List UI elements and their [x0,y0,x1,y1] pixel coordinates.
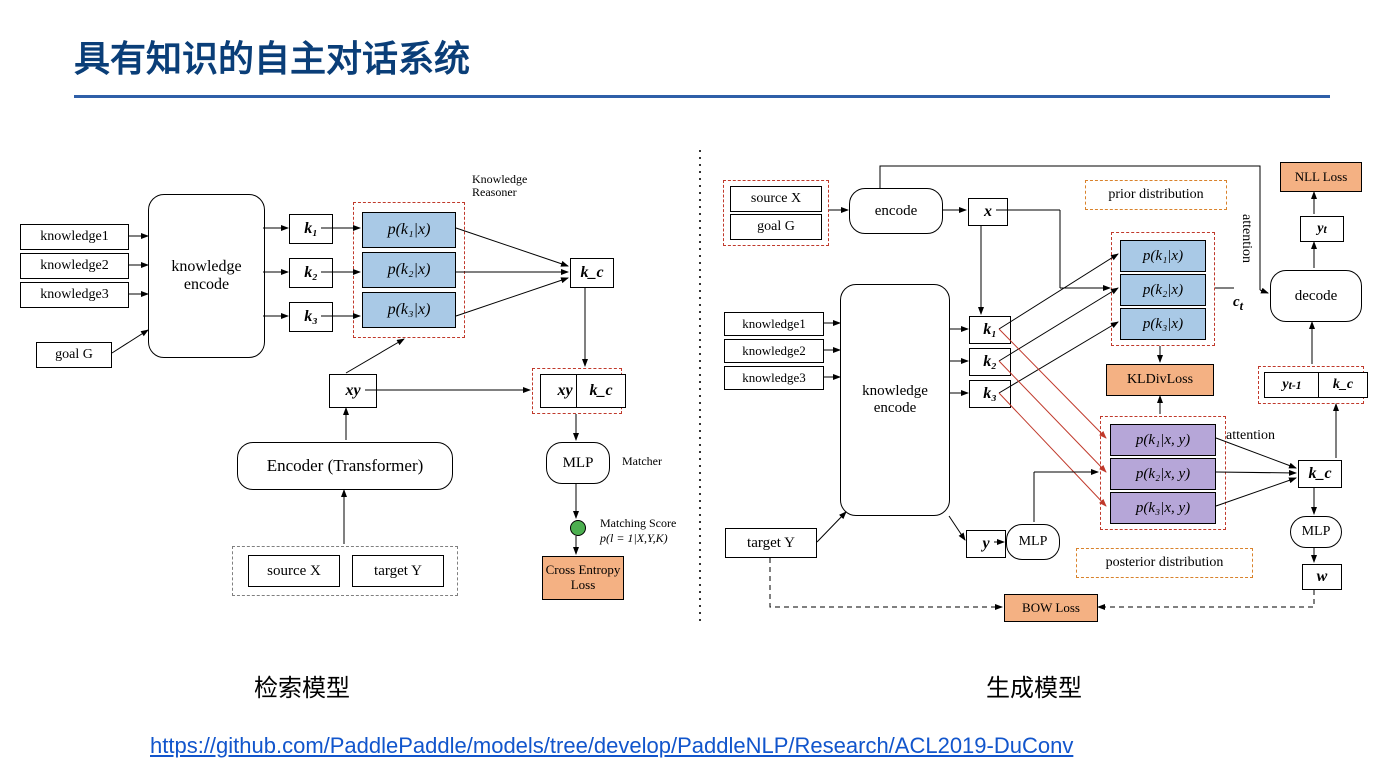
r-pprior3: p(k₃|x) [1120,308,1206,340]
left-knowledge2: knowledge2 [20,253,129,279]
r-bow: BOW Loss [1004,594,1098,622]
left-k2: k₂ [289,258,333,288]
title-underline [74,95,1330,98]
left-k3: k₃ [289,302,333,332]
left-target: target Y [352,555,444,587]
r-ct: ct [1233,294,1243,314]
r-post-label: posterior distribution [1076,548,1253,578]
left-caption: 检索模型 [254,668,350,703]
left-p1: p(k₁|x) [362,212,456,248]
r-kencode: knowledge encode [840,284,950,516]
left-source: source X [248,555,340,587]
r-att-h: attention [1226,428,1275,444]
left-matchscore2: p(l = 1|X,Y,K) [600,531,668,546]
left-loss: Cross Entropy Loss [542,556,624,600]
r-decode: decode [1270,270,1362,322]
left-xy: xy [329,374,377,408]
r-prior-label: prior distribution [1085,180,1227,210]
left-k1: k₁ [289,214,333,244]
left-kc: k_c [570,258,614,288]
left-knowledge-encode: knowledge encode [148,194,265,358]
slide-stage: 具有知识的自主对话系统 检索模型 生成模型 https://github.com… [0,0,1400,781]
left-p3: p(k₃|x) [362,292,456,328]
r-yt: yt [1300,216,1344,242]
r-nll: NLL Loss [1280,162,1362,192]
left-mlp: MLP [546,442,610,484]
r-kc: k_c [1298,460,1342,488]
r-wbox: w [1302,564,1342,590]
left-green-dot [570,520,586,536]
r-pprior1: p(k₁|x) [1120,240,1206,272]
r-att-v: attention [1238,214,1254,263]
github-link[interactable]: https://github.com/PaddlePaddle/models/t… [150,733,1073,759]
left-p2: p(k₂|x) [362,252,456,288]
r-goal: goal G [730,214,822,240]
r-ybox: y [966,530,1006,558]
page-title: 具有知识的自主对话系统 [74,30,470,82]
r-kn3: knowledge3 [724,366,824,390]
left-kc2: k_c [576,374,626,408]
r-kldiv: KLDivLoss [1106,364,1214,396]
left-matchscore1: Matching Score [600,516,676,531]
r-xbox: x [968,198,1008,226]
r-ppost1: p(k₁|x, y) [1110,424,1216,456]
left-loss-text: Cross Entropy Loss [543,563,623,593]
left-encoder: Encoder (Transformer) [237,442,453,490]
r-kn2: knowledge2 [724,339,824,363]
r-k3: k₃ [969,380,1011,408]
r-pprior2: p(k₂|x) [1120,274,1206,306]
r-k1: k₁ [969,316,1011,344]
r-target: target Y [725,528,817,558]
left-goal: goal G [36,342,112,368]
r-kn1: knowledge1 [724,312,824,336]
r-yt1: yt-1 [1264,372,1320,398]
r-kc2: k_c [1318,372,1368,398]
r-encode: encode [849,188,943,234]
r-k2: k₂ [969,348,1011,376]
left-knowledge3: knowledge3 [20,282,129,308]
left-knowledge1: knowledge1 [20,224,129,250]
left-matcher: Matcher [622,454,662,469]
r-ppost2: p(k₂|x, y) [1110,458,1216,490]
r-source: source X [730,186,822,212]
left-kr-label: Knowledge Reasoner [472,173,540,199]
r-ppost3: p(k₃|x, y) [1110,492,1216,524]
r-mlp2: MLP [1290,516,1342,548]
right-caption: 生成模型 [986,668,1082,703]
r-mlp1: MLP [1006,524,1060,560]
